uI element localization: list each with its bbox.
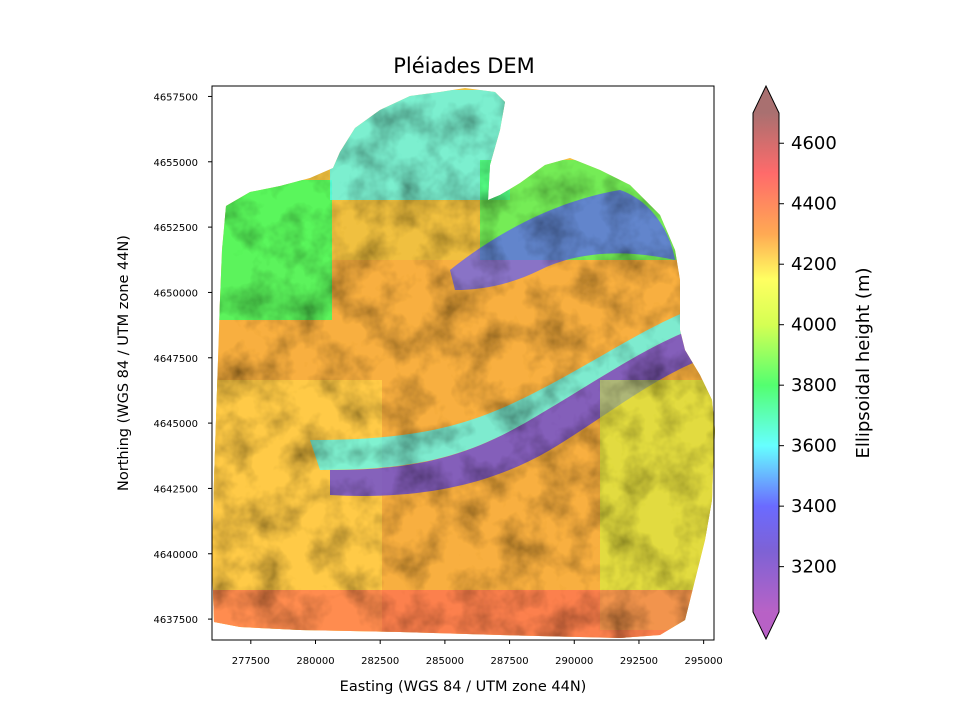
x-tick-label: 277500 — [232, 656, 270, 667]
x-tick-label: 292500 — [620, 656, 658, 667]
y-tick-label: 4642500 — [153, 484, 198, 495]
chart-title: Pléiades DEM — [393, 54, 535, 78]
x-axis: 277500 280000 282500 285000 287500 290000 2925… — [232, 640, 723, 667]
y-tick-label: 4650000 — [153, 288, 198, 299]
y-axis: 4637500 4640000 4642500 4645000 4647500 46500… — [153, 92, 212, 626]
colorbar-tick-label: 4200 — [791, 254, 837, 275]
colorbar-ticks: 3200 3400 3600 3800 4000 4200 4400 4600 — [779, 133, 837, 578]
x-tick-label: 280000 — [296, 656, 334, 667]
x-tick-label: 285000 — [426, 656, 464, 667]
x-axis-title: Easting (WGS 84 / UTM zone 44N) — [340, 679, 587, 695]
y-tick-label: 4655000 — [153, 158, 198, 169]
x-tick-label: 287500 — [490, 656, 528, 667]
colorbar-tick-label: 4600 — [791, 133, 837, 154]
y-axis-title: Northing (WGS 84 / UTM zone 44N) — [116, 235, 132, 491]
colorbar-tick-label: 3200 — [791, 557, 837, 578]
x-tick-label: 282500 — [361, 656, 399, 667]
y-tick-label: 4637500 — [153, 615, 198, 626]
colorbar-extend-min — [753, 612, 779, 639]
colorbar-tick-label: 3600 — [791, 436, 837, 457]
colorbar-gradient — [753, 113, 779, 612]
colorbar-tick-label: 4400 — [791, 194, 837, 215]
dem-raster — [212, 88, 715, 638]
colorbar: 3200 3400 3600 3800 4000 4200 4400 4600 — [752, 84, 837, 641]
y-tick-label: 4645000 — [153, 419, 198, 430]
plot-area: 277500 280000 282500 285000 287500 290000 2925… — [153, 85, 723, 667]
colorbar-title: Ellipsoidal height (m) — [853, 267, 874, 458]
x-tick-label: 290000 — [555, 656, 593, 667]
colorbar-tick-label: 3400 — [791, 496, 837, 517]
x-tick-label: 295000 — [685, 656, 723, 667]
colorbar-extend-max — [753, 86, 779, 113]
colorbar-outline — [752, 84, 780, 641]
colorbar-tick-label: 4000 — [791, 315, 837, 336]
y-tick-label: 4647500 — [153, 354, 198, 365]
plot-frame — [211, 85, 715, 641]
y-tick-label: 4640000 — [153, 550, 198, 561]
colorbar-tick-label: 3800 — [791, 375, 837, 396]
y-tick-label: 4652500 — [153, 223, 198, 234]
y-tick-label: 4657500 — [153, 92, 198, 103]
